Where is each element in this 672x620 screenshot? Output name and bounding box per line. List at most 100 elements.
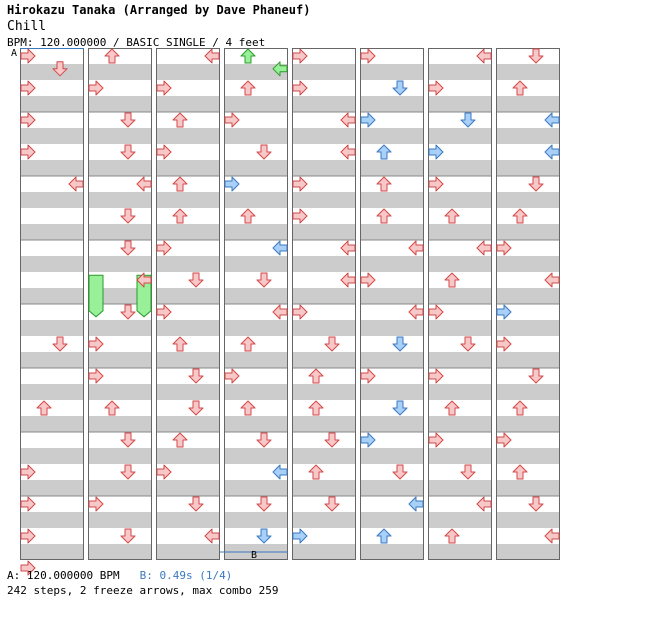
beat-band bbox=[88, 480, 152, 496]
step-arrow-up bbox=[120, 528, 136, 544]
beat-band bbox=[20, 320, 84, 336]
beat-band bbox=[292, 224, 356, 240]
step-arrow-down bbox=[512, 400, 528, 416]
step-arrow-left bbox=[292, 80, 308, 96]
beat-band bbox=[292, 512, 356, 528]
step-arrow-down bbox=[308, 400, 324, 416]
beat-band bbox=[20, 256, 84, 272]
beat-band bbox=[496, 480, 560, 496]
step-arrow-left bbox=[428, 176, 444, 192]
beat-band bbox=[156, 64, 220, 80]
step-arrow-left bbox=[20, 496, 36, 512]
step-arrow-left bbox=[156, 80, 172, 96]
beat-band bbox=[156, 320, 220, 336]
step-arrow-up bbox=[256, 144, 272, 160]
step-arrow-up bbox=[120, 304, 136, 320]
step-arrow-up bbox=[120, 464, 136, 480]
beat-band bbox=[20, 352, 84, 368]
beat-band bbox=[292, 448, 356, 464]
step-arrow-down bbox=[104, 400, 120, 416]
step-arrow-right bbox=[544, 528, 560, 544]
beat-band bbox=[496, 128, 560, 144]
beat-band bbox=[156, 384, 220, 400]
step-arrow-down bbox=[240, 80, 256, 96]
beat-band bbox=[496, 448, 560, 464]
beat-band bbox=[496, 224, 560, 240]
beat-band bbox=[20, 288, 84, 304]
beat-band bbox=[156, 544, 220, 560]
beat-band bbox=[88, 416, 152, 432]
step-arrow-left bbox=[20, 528, 36, 544]
step-arrow-up bbox=[528, 176, 544, 192]
step-arrow-down bbox=[240, 400, 256, 416]
beat-band bbox=[156, 128, 220, 144]
step-arrow-up bbox=[528, 496, 544, 512]
beat-band bbox=[88, 512, 152, 528]
freeze-arrow bbox=[88, 274, 104, 318]
song-artist-title: Hirokazu Tanaka (Arranged by Dave Phaneu… bbox=[7, 3, 311, 17]
beat-band bbox=[20, 416, 84, 432]
beat-band bbox=[428, 384, 492, 400]
step-arrow-down bbox=[240, 48, 256, 64]
step-arrow-left bbox=[360, 48, 376, 64]
step-arrow-down bbox=[172, 432, 188, 448]
beat-band bbox=[496, 320, 560, 336]
step-arrow-down bbox=[240, 336, 256, 352]
step-arrow-up bbox=[392, 464, 408, 480]
beat-band bbox=[360, 480, 424, 496]
beat-band bbox=[496, 64, 560, 80]
marker-a-label: A bbox=[11, 48, 18, 59]
beat-band bbox=[496, 256, 560, 272]
beat-band bbox=[156, 224, 220, 240]
beat-band bbox=[88, 192, 152, 208]
song-name: Chill bbox=[7, 19, 47, 34]
beat-band bbox=[292, 320, 356, 336]
step-arrow-up bbox=[392, 80, 408, 96]
beat-band bbox=[496, 192, 560, 208]
step-arrow-right bbox=[544, 112, 560, 128]
beat-band bbox=[360, 352, 424, 368]
beat-band bbox=[224, 96, 288, 112]
beat-band bbox=[360, 416, 424, 432]
beat-band bbox=[496, 384, 560, 400]
step-arrow-down bbox=[376, 528, 392, 544]
beat-band bbox=[156, 288, 220, 304]
beat-band bbox=[292, 64, 356, 80]
step-arrow-down bbox=[512, 80, 528, 96]
beat-band bbox=[224, 256, 288, 272]
step-arrow-up bbox=[460, 112, 476, 128]
step-arrow-up bbox=[120, 112, 136, 128]
step-arrow-left bbox=[224, 368, 240, 384]
step-arrow-right bbox=[136, 272, 152, 288]
footer-bpm: A: 120.000000 BPM bbox=[7, 569, 120, 582]
beat-band bbox=[428, 192, 492, 208]
beat-band bbox=[20, 192, 84, 208]
step-arrow-up bbox=[256, 432, 272, 448]
step-arrow-up bbox=[120, 432, 136, 448]
step-arrow-left bbox=[88, 80, 104, 96]
step-arrow-down bbox=[376, 208, 392, 224]
beat-band bbox=[88, 320, 152, 336]
step-arrow-left bbox=[428, 80, 444, 96]
step-arrow-up bbox=[324, 496, 340, 512]
beat-band bbox=[88, 224, 152, 240]
step-arrow-left bbox=[292, 48, 308, 64]
beat-band bbox=[428, 352, 492, 368]
beat-band bbox=[20, 96, 84, 112]
step-arrow-left bbox=[496, 240, 512, 256]
beat-band bbox=[224, 128, 288, 144]
step-arrow-left bbox=[292, 176, 308, 192]
step-arrow-right bbox=[408, 304, 424, 320]
step-arrow-down bbox=[36, 400, 52, 416]
footer-stats: 242 steps, 2 freeze arrows, max combo 25… bbox=[7, 584, 279, 597]
beat-band bbox=[292, 416, 356, 432]
step-arrow-left bbox=[428, 368, 444, 384]
step-arrow-left bbox=[496, 432, 512, 448]
step-arrow-left bbox=[496, 304, 512, 320]
beat-band bbox=[156, 416, 220, 432]
beat-band bbox=[224, 192, 288, 208]
step-arrow-left bbox=[88, 496, 104, 512]
step-arrow-down bbox=[376, 176, 392, 192]
step-arrow-up bbox=[52, 61, 68, 77]
step-arrow-up bbox=[120, 208, 136, 224]
